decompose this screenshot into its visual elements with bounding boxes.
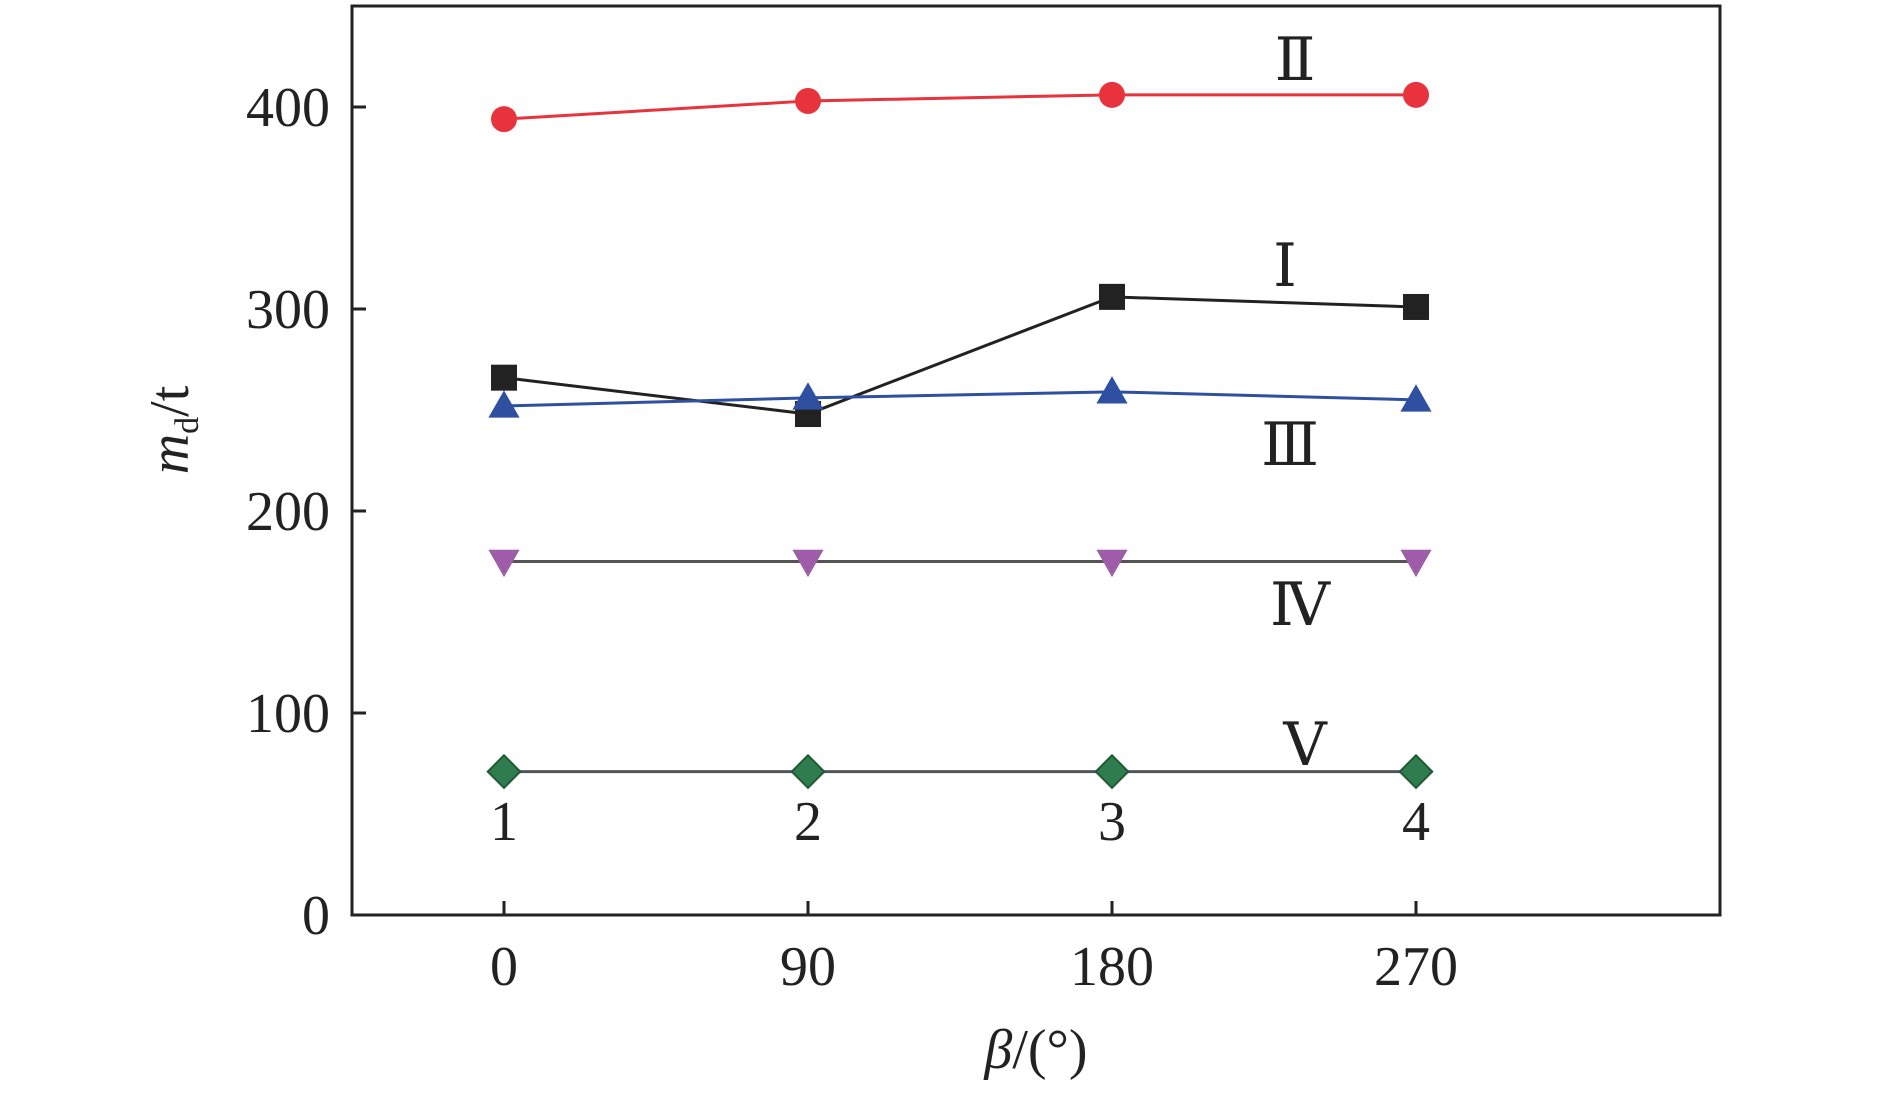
x-tick-label: 180 [1070,936,1154,998]
data-point [1403,293,1429,320]
data-point [1400,384,1432,412]
y-tick-label: 200 [246,481,330,543]
x-tick-label: 270 [1374,936,1458,998]
series-3 [488,376,1432,418]
data-point [1403,81,1429,108]
y-tick-label: 100 [246,683,330,745]
plot-frame [350,4,1722,917]
y-axis-symbol: m [139,434,201,474]
point-label: 2 [794,791,822,853]
x-axis-symbol: β [983,1019,1012,1081]
data-point [1099,283,1125,310]
data-point [1096,549,1128,578]
y-tick-label: 400 [246,77,330,139]
series-line [503,390,1417,408]
series-5 [486,753,1434,790]
point-label: 4 [1402,791,1430,853]
data-point [491,364,517,391]
data-point [488,549,520,578]
data-point [1096,376,1128,404]
series-label: Ⅱ [1275,27,1316,93]
x-tick-label: 0 [490,936,518,998]
data-point [1400,549,1432,578]
y-axis-unit: /t [139,385,201,417]
y-axis: 0 100 200 300 400 [246,77,366,947]
y-axis-subscript: d [169,417,206,434]
x-axis-unit: /(°) [1012,1019,1087,1081]
x-tick-label: 90 [780,936,836,998]
data-point [491,106,517,133]
y-tick-label: 300 [246,279,330,341]
data-point [1099,81,1125,108]
series-line [503,93,1416,121]
data-point [792,549,824,578]
data-point [1094,753,1130,790]
series-label: Ⅰ [1273,233,1297,299]
series-label: Ⅳ [1270,572,1331,638]
data-point [488,390,520,418]
series-line [503,295,1417,416]
series-label: Ⅲ [1261,412,1319,478]
data-point [486,753,522,790]
y-axis-title: md/t [139,385,206,474]
x-axis: 0 90 180 270 [490,901,1458,998]
point-label: 1 [490,791,518,853]
x-axis-title: β/(°) [983,1019,1087,1081]
series-2 [491,81,1429,133]
series-1 [491,283,1429,428]
data-point [795,87,821,114]
series-label: Ⅴ [1282,712,1328,778]
y-tick-label: 0 [302,885,330,947]
series-4 [488,549,1432,578]
series-layer [486,81,1434,790]
data-point [1398,753,1434,790]
data-point [792,382,824,410]
data-point [790,753,826,790]
point-label: 3 [1098,791,1126,853]
labels-layer: Ⅰ Ⅱ Ⅲ Ⅳ Ⅴ 1 2 3 4 [490,27,1430,853]
